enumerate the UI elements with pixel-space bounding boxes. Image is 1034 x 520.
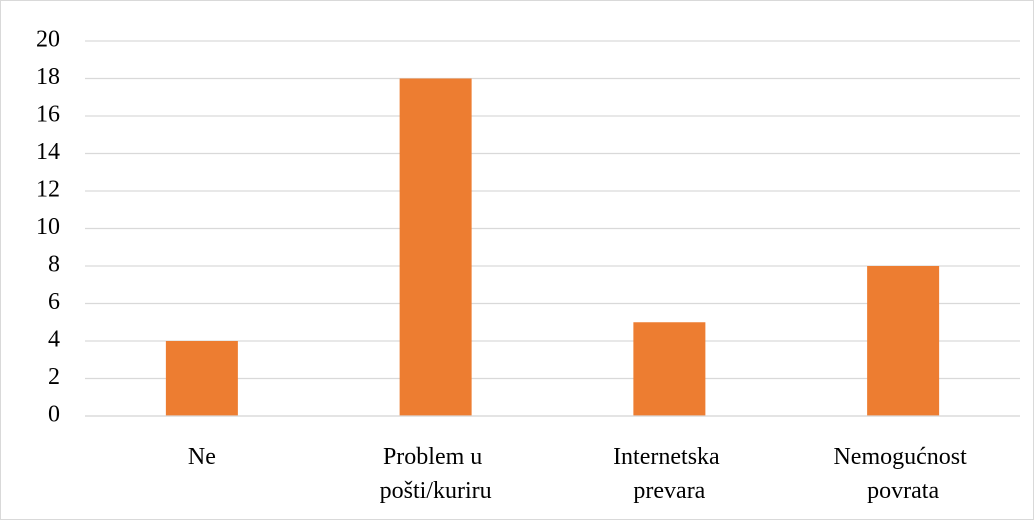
x-tick-label: Nemogućnost povrata	[833, 444, 972, 504]
bar	[867, 266, 940, 416]
y-tick-label: 2	[48, 364, 60, 390]
bar	[165, 341, 238, 416]
y-tick-label: 4	[48, 327, 60, 353]
y-tick-label: 18	[36, 64, 60, 90]
y-tick-label: 10	[36, 214, 60, 240]
y-tick-label: 0	[48, 402, 60, 428]
x-tick-label: Internetska prevara	[613, 444, 726, 504]
bar	[399, 78, 472, 416]
y-tick-label: 12	[36, 177, 60, 203]
y-tick-label: 6	[48, 289, 60, 315]
y-tick-label: 16	[36, 102, 60, 128]
x-tick-label: Problem u pošti/kuriru	[380, 444, 492, 504]
y-tick-label: 20	[36, 27, 60, 53]
x-tick-label: Ne	[188, 444, 216, 470]
y-tick-label: 14	[36, 139, 60, 165]
y-tick-label: 8	[48, 252, 60, 278]
bar	[633, 322, 706, 416]
